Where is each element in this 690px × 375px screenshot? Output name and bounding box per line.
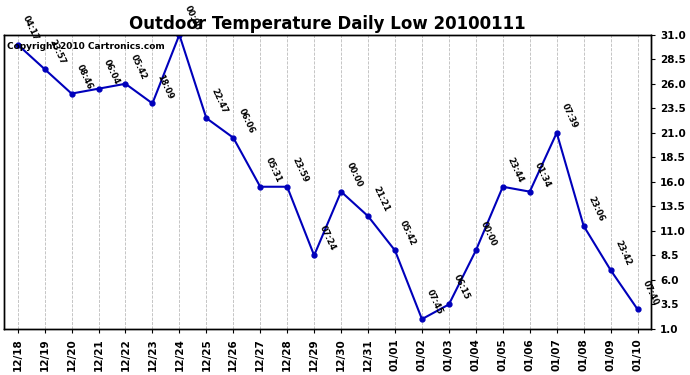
Text: 04:17: 04:17: [21, 14, 40, 42]
Text: 06:06: 06:06: [237, 107, 256, 135]
Text: 00:00: 00:00: [183, 4, 202, 32]
Text: 07:39: 07:39: [560, 102, 580, 130]
Text: 05:42: 05:42: [398, 219, 417, 248]
Text: 21:21: 21:21: [371, 185, 391, 213]
Text: 06:15: 06:15: [452, 273, 471, 302]
Text: 08:46: 08:46: [75, 63, 95, 91]
Text: 07:45: 07:45: [425, 288, 444, 316]
Text: 22:47: 22:47: [210, 87, 229, 115]
Text: 23:06: 23:06: [587, 195, 607, 223]
Text: 05:31: 05:31: [264, 156, 283, 184]
Text: 01:34: 01:34: [533, 161, 553, 189]
Text: 23:44: 23:44: [506, 156, 526, 184]
Text: 00:00: 00:00: [479, 220, 498, 248]
Text: 00:00: 00:00: [344, 161, 364, 189]
Text: 23:59: 23:59: [290, 156, 310, 184]
Text: 05:42: 05:42: [129, 53, 148, 81]
Text: 23:42: 23:42: [614, 239, 633, 267]
Text: 06:04: 06:04: [101, 58, 121, 86]
Text: 07:40: 07:40: [641, 279, 660, 306]
Title: Outdoor Temperature Daily Low 20100111: Outdoor Temperature Daily Low 20100111: [129, 15, 526, 33]
Text: 23:57: 23:57: [48, 38, 67, 66]
Text: 07:24: 07:24: [317, 225, 337, 252]
Text: Copyright 2010 Cartronics.com: Copyright 2010 Cartronics.com: [8, 42, 165, 51]
Text: 18:09: 18:09: [156, 73, 175, 100]
